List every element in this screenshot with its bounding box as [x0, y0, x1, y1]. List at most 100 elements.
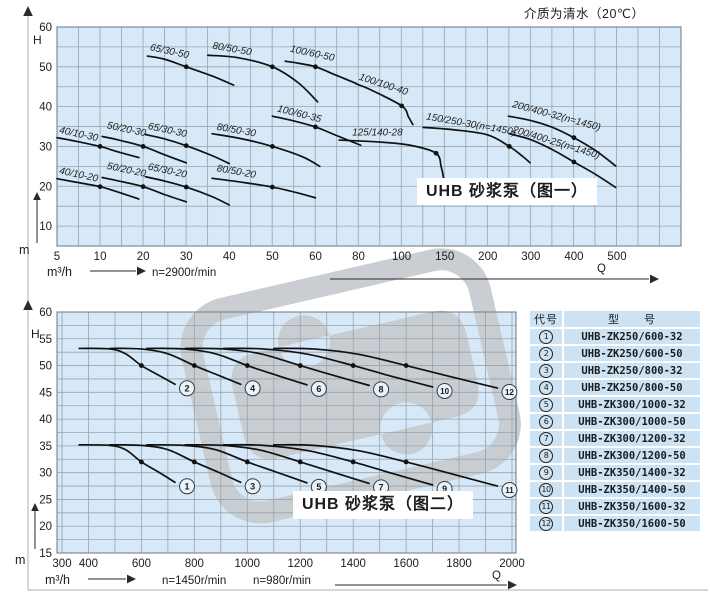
curve-badge-circle-3: [244, 478, 261, 495]
table-row: 2 UHB-ZK250/600-50: [530, 346, 700, 361]
curve-badge-number: 9: [442, 484, 447, 494]
table-row: 5 UHB-ZK300/1000-32: [530, 397, 700, 412]
curve-badge-number: 6: [316, 384, 321, 394]
table-row: 10 UHB-ZK350/1400-50: [530, 482, 700, 497]
curve-badge-number: 8: [379, 384, 384, 394]
table-cell-model: UHB-ZK350/1600-32: [564, 499, 700, 514]
y-tick-label: 35: [39, 441, 52, 453]
rated-point-150/250-30(n=1450): [506, 144, 512, 149]
rated-point-model-3: [191, 459, 197, 465]
rated-point-model-1: [139, 459, 144, 465]
medium-note: 介质为清水（20℃）: [524, 7, 645, 21]
row-number-badge: 4: [539, 380, 553, 395]
y-tick-label: 30: [39, 141, 52, 153]
y-tick-label: 25: [39, 494, 52, 506]
x-tick-label: 5: [54, 251, 60, 263]
x-tick-label: 1200: [287, 558, 313, 570]
y-unit-label: m: [19, 243, 29, 257]
x-tick-label: 600: [132, 558, 151, 570]
x-unit-arrow-icon: [137, 266, 146, 276]
table-row: 11 UHB-ZK350/1600-32: [530, 499, 700, 514]
rated-point-65/30-30: [183, 143, 189, 149]
row-number-badge: 10: [539, 482, 553, 497]
rated-point-125/140-28: [433, 150, 439, 156]
table-cell-model: UHB-ZK300/1000-32: [564, 397, 700, 412]
table-cell-no: 12: [530, 516, 562, 531]
curve-model-7: [184, 443, 370, 485]
x-tick-label: 60: [309, 251, 322, 263]
curve-badge-circle-6: [310, 380, 327, 397]
y-unit-label: m: [15, 553, 25, 567]
table-cell-model: UHB-ZK250/600-32: [564, 329, 700, 344]
row-number-badge: 5: [539, 397, 553, 412]
row-number-badge: 9: [539, 465, 553, 480]
y-tick-label: 20: [39, 521, 52, 533]
curve-badge-number: 3: [250, 481, 255, 491]
curve-badge-number: 11: [505, 486, 514, 495]
table-cell-model: UHB-ZK350/1600-50: [564, 516, 700, 531]
rated-point-100/60-50: [313, 64, 318, 70]
table-cell-no: 8: [530, 448, 562, 463]
curve-badge-circle-1: [179, 478, 196, 495]
figure2-title-box: UHB 砂浆泵（图二）: [293, 491, 473, 519]
y-tick-label: 50: [39, 62, 52, 74]
x-tick-label: 1000: [234, 558, 260, 570]
x-unit-label: m³/h: [45, 573, 70, 587]
row-number-badge: 2: [539, 346, 553, 361]
rated-point-model-8: [297, 363, 303, 368]
table-row: 6 UHB-ZK300/1000-50: [530, 414, 700, 429]
y-tick-label: 40: [39, 414, 52, 426]
table-row: 4 UHB-ZK250/800-50: [530, 380, 700, 395]
curve-badge-number: 1: [185, 481, 190, 491]
m-unit-arrow-icon: [31, 503, 39, 511]
x-tick-label: 1400: [340, 558, 366, 570]
x-tick-label: 1800: [446, 558, 472, 570]
y-tick-label: 55: [39, 334, 52, 346]
curve-model-5: [145, 443, 308, 484]
x-tick-label: 400: [564, 251, 583, 263]
table-row: 3 UHB-ZK250/800-32: [530, 363, 700, 378]
table-cell-no: 11: [530, 499, 562, 514]
table-cell-no: 10: [530, 482, 562, 497]
x-tick-label: 80: [352, 251, 365, 263]
curve-label: 125/140-28: [352, 127, 403, 138]
curve-badge-number: 4: [250, 383, 255, 393]
curve-model-11: [272, 443, 499, 487]
rated-point-50/20-20: [140, 184, 146, 190]
curve-badge-number: 2: [185, 383, 190, 393]
x-tick-label: 20: [137, 251, 150, 263]
table-cell-model: UHB-ZK250/800-32: [564, 363, 700, 378]
h-axis-label: H: [31, 327, 40, 341]
table-header-row: 代号型 号: [530, 311, 700, 327]
table-cell-no: 1: [530, 329, 562, 344]
rated-point-model-7: [297, 459, 303, 465]
rated-point-model-10: [350, 363, 356, 368]
table-cell-no: 2: [530, 346, 562, 361]
q-arrow-icon: [508, 580, 517, 590]
row-number-badge: 7: [539, 431, 553, 446]
curve-model-2: [78, 347, 176, 386]
table-cell-model: UHB-ZK350/1400-50: [564, 482, 700, 497]
x-tick-label: 100: [392, 251, 411, 263]
table-row: 9 UHB-ZK350/1400-32: [530, 465, 700, 480]
x-tick-label: 150: [435, 251, 454, 263]
x-tick-label: 300: [521, 251, 540, 263]
curve-badge-circle-8: [373, 381, 390, 398]
table-row: 7 UHB-ZK300/1200-32: [530, 431, 700, 446]
table-cell-no: 4: [530, 380, 562, 395]
watermark-emblem: [231, 310, 479, 459]
x-tick-label: 40: [223, 251, 236, 263]
curve-model-1: [78, 443, 176, 484]
rated-point-80/50-20: [269, 184, 275, 190]
rated-point-100/100-40: [399, 103, 405, 109]
curve-badge-circle-11: [501, 482, 518, 499]
curve-model-8: [184, 347, 370, 387]
rated-point-80/50-50: [269, 64, 275, 70]
h-axis-arrow-icon: [23, 300, 33, 310]
curve-200/400-32(n=1450): [507, 115, 617, 167]
speed-note-1450: n=1450r/min: [162, 575, 226, 587]
curve-model-6: [145, 347, 308, 386]
x-tick-label: 50: [266, 251, 279, 263]
y-tick-label: 45: [39, 387, 52, 399]
